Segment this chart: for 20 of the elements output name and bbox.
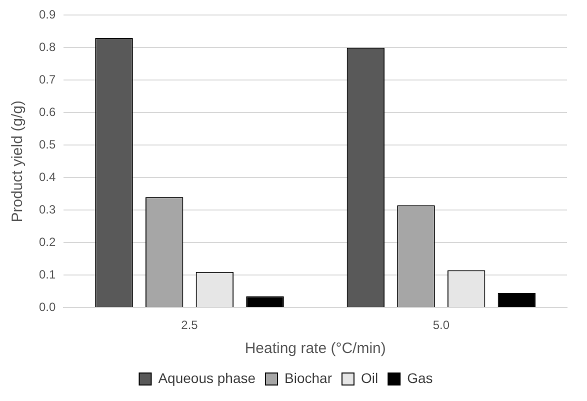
y-tick-label: 0.1	[38, 267, 56, 282]
bar	[498, 292, 536, 308]
y-axis-title: Product yield (g/g)	[9, 100, 26, 222]
legend-label: Aqueous phase	[158, 370, 256, 386]
x-axis-title: Heating rate (°C/min)	[244, 340, 386, 358]
y-tick-label: 0.9	[38, 8, 56, 22]
x-tick-label: 2.5	[181, 318, 198, 332]
y-tick-label: 0.2	[38, 234, 56, 249]
y-tick-label: 0.3	[38, 202, 56, 216]
x-tick-label: 5.0	[432, 318, 450, 332]
legend-label: Oil	[360, 370, 378, 386]
y-tick-label: 0.0	[38, 300, 56, 314]
legend-label: Biochar	[284, 370, 332, 386]
y-tick-label: 0.6	[38, 104, 56, 119]
y-tick-label: 0.8	[38, 40, 56, 54]
y-tick-label: 0.5	[38, 137, 56, 152]
legend-label: Gas	[407, 370, 433, 386]
y-tick-label: 0.4	[38, 170, 56, 184]
y-tick-label: 0.7	[38, 72, 56, 86]
bar	[246, 296, 284, 308]
